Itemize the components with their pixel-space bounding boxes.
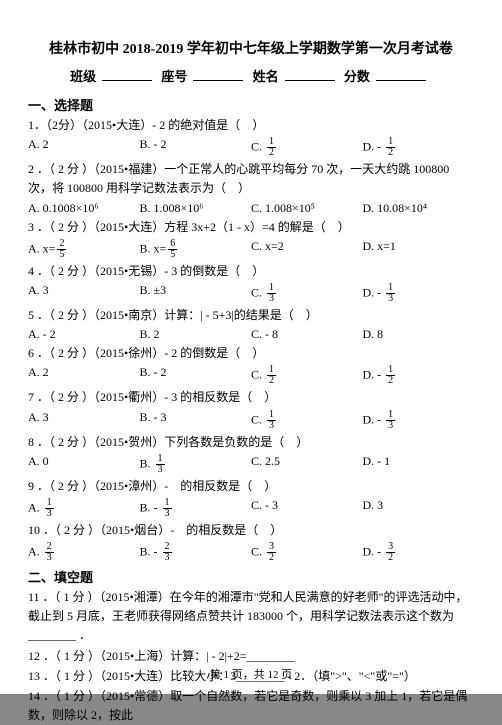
label-score: 分数 xyxy=(344,69,370,84)
q7: 7 ．（ 2 分 ）（2015•衢州）- 3 的相反数是（ ） xyxy=(28,388,474,407)
q3b: B. x=65 xyxy=(140,239,252,260)
q6-opts: A. 2 B. - 2 C. 12 D. - 12 xyxy=(28,365,474,386)
q8c: C. 2.5 xyxy=(251,454,363,475)
q8-opts: A. 0 B. 13 C. 2.5 D. - 1 xyxy=(28,454,474,475)
q6c: C. 12 xyxy=(251,365,363,386)
q5-opts: A. - 2 B. 2 C. - 8 D. 8 xyxy=(28,327,474,342)
q5a: A. - 2 xyxy=(28,327,140,342)
page-footer: 第 1 页，共 12 页 xyxy=(0,666,502,682)
q3d: D. x=1 xyxy=(363,239,475,260)
q2d: D. 10.08×10⁴ xyxy=(363,201,475,216)
q8: 8 ．（ 2 分 ）（2015•贺州）下列各数是负数的是（ ） xyxy=(28,433,474,452)
q10: 10 ．（ 2 分 ）（2015•烟台）- 的相反数是（ ） xyxy=(28,521,474,540)
q9d: D. 3 xyxy=(363,498,475,519)
q1b: B. - 2 xyxy=(140,137,252,158)
q4c: C. 13 xyxy=(251,283,363,304)
section-1: 一、选择题 xyxy=(28,95,474,114)
blank-seat xyxy=(193,66,243,81)
q3: 3 ．（ 2 分 ）（2015•大连）方程 3x+2（1 - x）=4 的解是（… xyxy=(28,218,474,237)
q7-opts: A. 3 B. - 3 C. 13 D. - 13 xyxy=(28,410,474,431)
q2: 2 ．（ 2 分 ）（2015•福建）一个正常人的心跳平均每分 70 次，一天大… xyxy=(28,160,474,198)
q10b: B. - 23 xyxy=(140,542,252,563)
blank-name xyxy=(285,66,335,81)
q1c: C. 12 xyxy=(251,137,363,158)
q9b: B. - 13 xyxy=(140,498,252,519)
q5c: C. - 8 xyxy=(251,327,363,342)
q4d: D. - 13 xyxy=(363,283,475,304)
q8a: A. 0 xyxy=(28,454,140,475)
q9-opts: A. 13 B. - 13 C. - 3 D. 3 xyxy=(28,498,474,519)
q11: 11 ．（ 1 分 ）（2015•湘潭）在今年的湘潭市"党和人民满意的好老师"的… xyxy=(28,588,474,646)
q1a: A. 2 xyxy=(28,137,140,158)
q5d: D. 8 xyxy=(363,327,475,342)
label-seat: 座号 xyxy=(161,69,187,84)
q6b: B. - 2 xyxy=(140,365,252,386)
q10d: D. - 32 xyxy=(363,542,475,563)
q9c: C. - 3 xyxy=(251,498,363,519)
q5b: B. 2 xyxy=(140,327,252,342)
q7a: A. 3 xyxy=(28,410,140,431)
q9: 9 ．（ 2 分 ）（2015•漳州）- 的相反数是（ ） xyxy=(28,477,474,496)
q3a: A. x=25 xyxy=(28,239,140,260)
q3c: C. x=2 xyxy=(251,239,363,260)
q3-opts: A. x=25 B. x=65 C. x=2 D. x=1 xyxy=(28,239,474,260)
q7b: B. - 3 xyxy=(140,410,252,431)
page: 桂林市初中 2018-2019 学年初中七年级上学期数学第一次月考试卷 班级 座… xyxy=(0,0,502,694)
title: 桂林市初中 2018-2019 学年初中七年级上学期数学第一次月考试卷 xyxy=(28,38,474,58)
q10a: A. 23 xyxy=(28,542,140,563)
q6: 6 ．（ 2 分 ）（2015•徐州）- 2 的倒数是（ ） xyxy=(28,344,474,363)
q9a: A. 13 xyxy=(28,498,140,519)
q1-opts: A. 2 B. - 2 C. 12 D. - 12 xyxy=(28,137,474,158)
q12: 12 ．（ 1 分 ）（2015•上海）计算：| - 2|+2=________ xyxy=(28,647,474,666)
q10-opts: A. 23 B. - 23 C. 32 D. - 32 xyxy=(28,542,474,563)
q6d: D. - 12 xyxy=(363,365,475,386)
q2c: C. 1.008×10⁵ xyxy=(251,201,363,216)
q2-opts: A. 0.1008×10⁶ B. 1.008×10⁶ C. 1.008×10⁵ … xyxy=(28,201,474,216)
q4: 4 ．（ 2 分 ）（2015•无锡）- 3 的倒数是（ ） xyxy=(28,262,474,281)
q4-opts: A. 3 B. ±3 C. 13 D. - 13 xyxy=(28,283,474,304)
q8b: B. 13 xyxy=(140,454,252,475)
q1: 1．（2分）（2015•大连）- 2 的绝对值是（ ） xyxy=(28,116,474,135)
q7c: C. 13 xyxy=(251,410,363,431)
q10c: C. 32 xyxy=(251,542,363,563)
q4a: A. 3 xyxy=(28,283,140,304)
q6a: A. 2 xyxy=(28,365,140,386)
q5: 5 ．（ 2 分 ）（2015•南京）计算：| - 5+3|的结果是（ ） xyxy=(28,306,474,325)
section-2: 二、填空题 xyxy=(28,567,474,586)
q7d: D. - 13 xyxy=(363,410,475,431)
q4b: B. ±3 xyxy=(140,283,252,304)
q8d: D. - 1 xyxy=(363,454,475,475)
q14: 14 ．（ 1 分 ）（2015•常德）取一个自然数，若它是奇数，则乘以 3 加… xyxy=(28,687,474,725)
label-name: 姓名 xyxy=(253,69,279,84)
q1d: D. - 12 xyxy=(363,137,475,158)
header-fields: 班级 座号 姓名 分数 xyxy=(28,66,474,85)
blank-class xyxy=(102,66,152,81)
q2a: A. 0.1008×10⁶ xyxy=(28,201,140,216)
q2b: B. 1.008×10⁶ xyxy=(140,201,252,216)
blank-score xyxy=(376,66,426,81)
label-class: 班级 xyxy=(70,69,96,84)
